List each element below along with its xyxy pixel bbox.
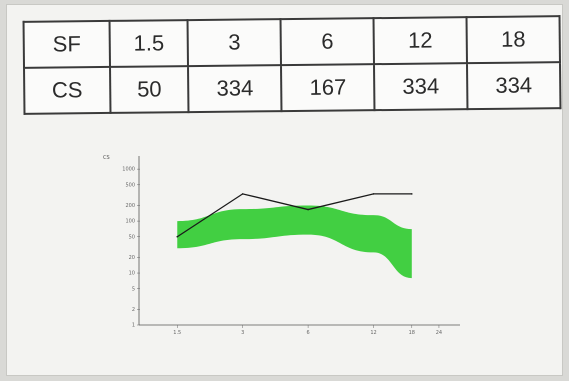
normal-range-band (177, 205, 412, 278)
y-tick-label: 50 (129, 234, 135, 240)
y-tick-label: 1000 (122, 167, 135, 173)
x-tick-label: 12 (370, 330, 376, 336)
y-tick-label: 100 (125, 219, 135, 225)
data-point (411, 193, 413, 195)
y-tick-label: 200 (125, 203, 135, 209)
data-point (176, 236, 178, 238)
x-tick-label: 3 (241, 330, 244, 336)
x-tick-label: 6 (307, 330, 310, 336)
y-tick-label: 500 (125, 182, 135, 188)
y-tick-label: 10 (129, 271, 135, 277)
y-tick-label: 1 (132, 323, 135, 329)
y-tick-label: 20 (129, 255, 135, 261)
data-point (373, 193, 375, 195)
data-point (242, 193, 244, 195)
y-axis-title: CS (103, 155, 110, 161)
x-tick-label: 1.5 (173, 330, 181, 336)
x-tick-label: 18 (409, 330, 415, 336)
y-tick-label: 5 (132, 286, 135, 292)
x-tick-label: 24 (436, 330, 442, 336)
y-tick-label: 2 (132, 307, 135, 313)
data-point (307, 209, 309, 211)
